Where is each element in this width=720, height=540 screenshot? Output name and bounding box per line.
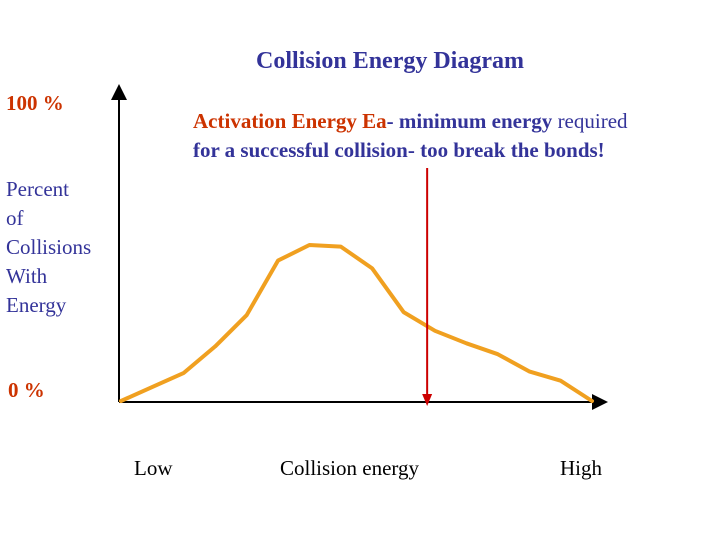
y-axis-top-label: 100 % [6, 91, 64, 115]
annotation-line2: for a successful collision- [193, 138, 415, 162]
x-axis-high-label: High [560, 456, 602, 480]
annotation-term: Activation Energy Ea [193, 109, 387, 133]
y-axis-title: Percent of Collisions With Energy [6, 175, 91, 320]
activation-energy-annotation: Activation Energy Ea- minimum energy req… [193, 107, 713, 165]
x-axis-low-label: Low [134, 456, 173, 480]
annotation-definition: - minimum energy [386, 109, 553, 133]
activation-energy-arrowhead [422, 394, 433, 406]
energy-distribution-curve [119, 243, 594, 403]
y-axis-title-line: Collisions [6, 235, 92, 259]
annotation-definition-tail: required [552, 109, 628, 133]
y-axis-title-line: With [6, 264, 48, 288]
diagram-title: Collision Energy Diagram [256, 48, 524, 74]
y-axis-title-line: Percent [6, 177, 69, 201]
y-axis-title-line: of [6, 206, 24, 230]
y-axis-title-line: Energy [6, 293, 67, 317]
x-axis-title: Collision energy [280, 456, 420, 480]
y-axis-bottom-label: 0 % [8, 378, 45, 402]
annotation-line2-tail: too break the bonds! [414, 138, 605, 162]
